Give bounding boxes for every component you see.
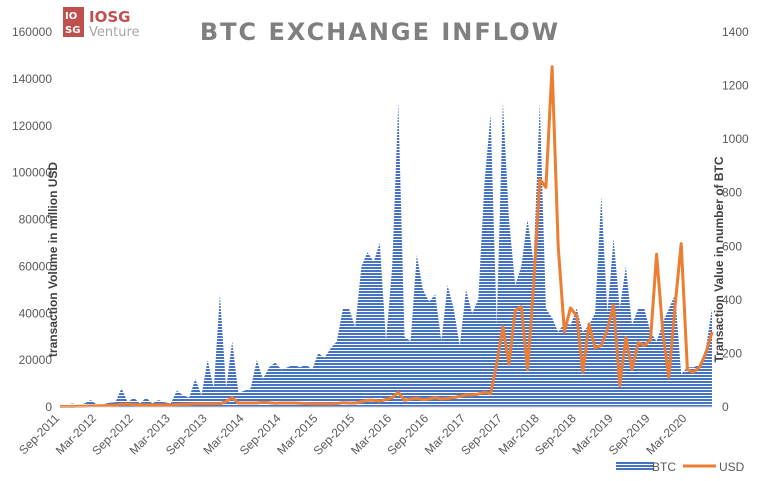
logo-mark-bottom: SG [65,25,80,36]
y-left-tick-label: 160000 [12,25,52,39]
y-right-axis-title: Transaction Value in number of BTC [712,156,726,362]
usd-line-series [60,65,714,408]
legend-label-btc: BTC [652,460,676,474]
y-right-tick-label: 0 [722,400,729,414]
y-left-axis-title: transaction Volume in million USD [46,162,60,357]
y-left-tick-label: 140000 [12,72,52,86]
plot-area [60,65,714,408]
y-left-tick-label: 120000 [12,119,52,133]
legend-swatch-btc [616,461,654,470]
y-left-tick-label: 20000 [19,353,53,367]
y-right-tick-label: 800 [722,186,742,200]
y-right-tick-label: 1200 [722,79,749,93]
iosg-logo: IO SG IOSG Venture [63,7,140,40]
y-right-tick-label: 400 [722,293,742,307]
legend: BTC USD [616,460,745,474]
y-right-tick-label: 600 [722,239,742,253]
y-left-tick-label: 40000 [19,306,53,320]
y-right-tick-label: 200 [722,346,742,360]
logo-mark-top: IO [65,11,77,22]
logo-sub: Venture [89,25,140,40]
y-left-tick-label: 80000 [19,213,53,227]
btc-area-series [60,102,712,408]
legend-label-usd: USD [719,460,745,474]
y-right-tick-label: 1000 [722,132,749,146]
logo-mark [63,7,84,37]
x-tick-label: Mar-2020 [643,411,689,457]
y-left-tick-label: 100000 [12,166,52,180]
chart-title: BTC EXCHANGE INFLOW [200,18,560,46]
y-left-tick-label: 0 [45,400,52,414]
y-right-tick-label: 1400 [722,25,749,39]
y-left-tick-label: 60000 [19,259,53,273]
logo-name: IOSG [89,8,130,26]
